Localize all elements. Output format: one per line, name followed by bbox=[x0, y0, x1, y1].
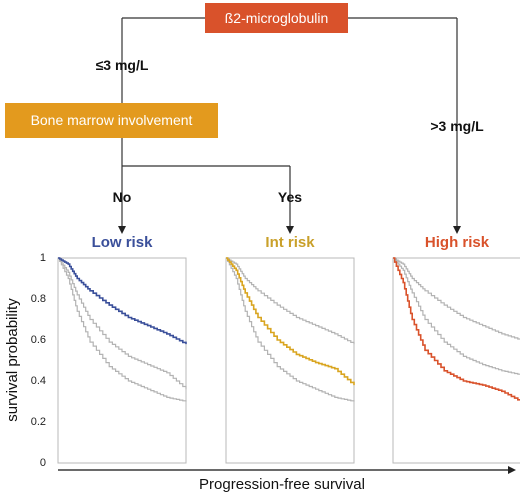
tree-connectors bbox=[118, 17, 461, 234]
branch-label-no: No bbox=[113, 189, 132, 205]
root-node-label: ß2-microglobulin bbox=[225, 10, 328, 26]
y-tick-label: 0.4 bbox=[31, 375, 46, 387]
survival-curve-int-risk-1-highlighted bbox=[226, 257, 355, 386]
branch-label-high-b2m: >3 mg/L bbox=[430, 118, 484, 134]
survival-curve-low-risk-0-highlighted bbox=[58, 257, 187, 345]
panel-title-high-risk: High risk bbox=[425, 234, 490, 251]
survival-curve-low-risk-2 bbox=[58, 257, 187, 402]
panel-frame-high-risk bbox=[392, 257, 520, 464]
y-tick-label: 0 bbox=[40, 457, 46, 469]
survival-curve-low-risk-1 bbox=[58, 257, 187, 390]
bone-marrow-node: Bone marrow involvement bbox=[5, 103, 218, 138]
root-node: ß2-microglobulin bbox=[205, 3, 348, 33]
panel-title-low-risk: Low risk bbox=[92, 234, 154, 251]
branch-label-yes: Yes bbox=[278, 189, 302, 205]
branch-label-low-b2m: ≤3 mg/L bbox=[96, 57, 149, 73]
y-tick-label: 0.8 bbox=[31, 293, 46, 305]
panel-title-int-risk: Int risk bbox=[265, 234, 315, 251]
survival-curve-high-risk-0 bbox=[393, 257, 520, 340]
y-tick-label: 0.6 bbox=[31, 334, 46, 346]
root-node-box bbox=[205, 3, 348, 33]
survival-panels bbox=[57, 257, 520, 464]
survival-curve-high-risk-2-highlighted bbox=[393, 257, 520, 401]
y-tick-label: 1 bbox=[40, 252, 46, 264]
panel-frame-int-risk bbox=[225, 257, 355, 464]
y-axis: 1 0.8 0.6 0.4 0.2 0 bbox=[31, 252, 46, 469]
bone-marrow-node-box bbox=[5, 103, 218, 138]
survival-curve-int-risk-0 bbox=[226, 257, 355, 345]
y-axis-label: survival probability bbox=[4, 298, 21, 422]
survival-curve-high-risk-1 bbox=[393, 257, 520, 375]
bone-marrow-node-label: Bone marrow involvement bbox=[31, 112, 193, 128]
panel-frame-low-risk bbox=[57, 257, 187, 464]
survival-curve-int-risk-2 bbox=[226, 257, 355, 402]
x-axis-label: Progression-free survival bbox=[199, 476, 365, 493]
y-tick-label: 0.2 bbox=[31, 416, 46, 428]
